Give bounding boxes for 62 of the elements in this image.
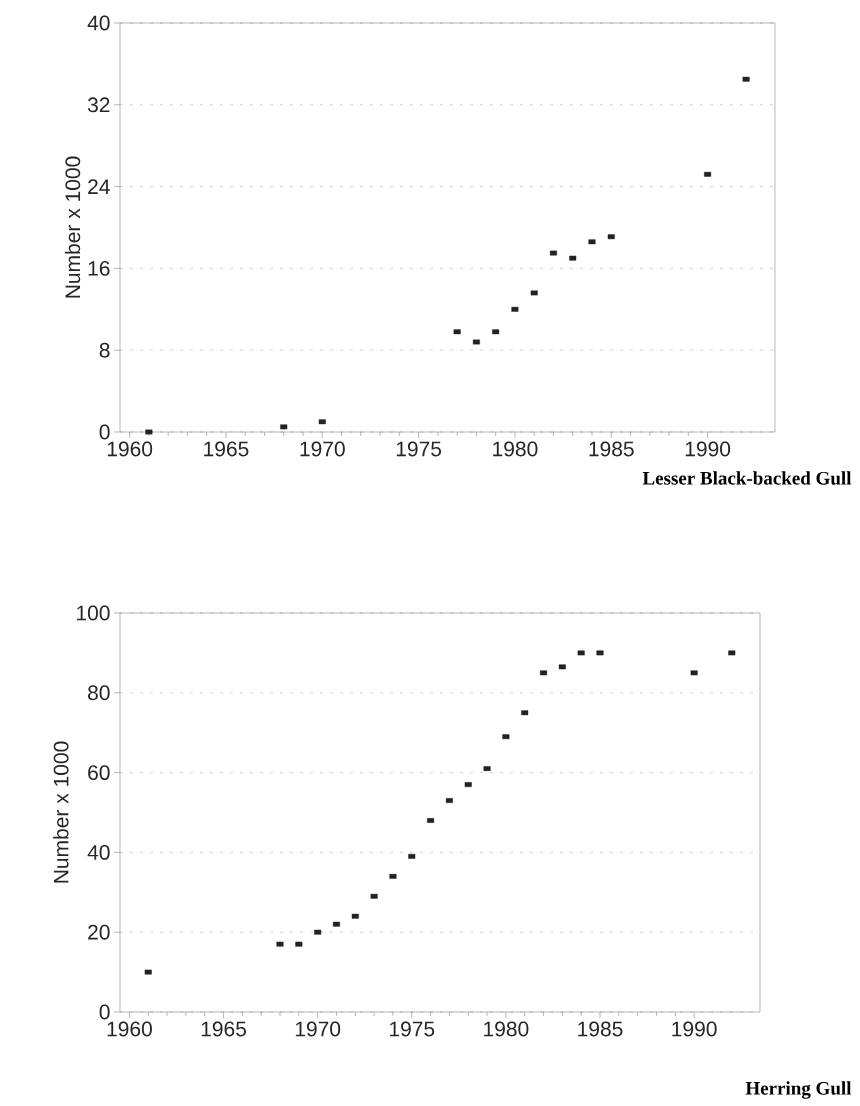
text: Lesser Black-backed Gull <box>642 471 852 485</box>
point <box>577 650 585 656</box>
point <box>145 429 153 435</box>
y-tick-label: 0 <box>99 424 110 440</box>
point <box>389 873 397 879</box>
point <box>408 853 416 859</box>
point <box>502 734 510 740</box>
y-tick-label: 40 <box>87 15 110 31</box>
x-tick-label: 1980 <box>484 1021 529 1037</box>
y-tick-label: 16 <box>88 260 110 276</box>
point <box>540 670 548 676</box>
y-tick-label: 80 <box>88 685 110 701</box>
point <box>144 969 152 975</box>
x-tick-label: 1975 <box>390 1021 435 1037</box>
point <box>558 664 566 670</box>
point <box>472 339 480 345</box>
x-tick-label: 1960 <box>107 441 153 457</box>
point <box>521 710 529 716</box>
point <box>295 941 303 947</box>
y-tick-label: 20 <box>88 924 110 940</box>
y-tick-label: 0 <box>99 1004 110 1020</box>
point <box>607 234 615 240</box>
point <box>280 424 288 430</box>
x-tick-label: 1985 <box>578 1021 623 1037</box>
x-tick-label: 1990 <box>672 1021 717 1037</box>
point <box>530 290 538 296</box>
point <box>453 329 461 335</box>
point <box>728 650 736 656</box>
point <box>549 250 557 256</box>
y-tick-label: 60 <box>88 765 110 781</box>
point <box>276 941 284 947</box>
point <box>351 913 359 919</box>
x-tick-label: 1980 <box>493 441 538 457</box>
y-tick-label: 8 <box>99 342 110 358</box>
point <box>742 76 750 82</box>
point <box>569 255 577 261</box>
x-tick-label: 1975 <box>396 441 442 457</box>
y-axis-title: Number x 1000 <box>53 741 69 883</box>
y-tick-label: 24 <box>88 179 110 194</box>
point <box>511 306 519 312</box>
point <box>318 419 326 425</box>
point <box>690 670 698 676</box>
x-tick-label: 1965 <box>204 441 249 457</box>
x-tick-label: 1960 <box>107 1021 152 1037</box>
point <box>588 239 596 245</box>
point <box>596 650 604 656</box>
point <box>332 921 340 927</box>
x-tick-label: 1970 <box>295 1021 341 1037</box>
x-tick-label: 1985 <box>589 441 634 457</box>
x-tick-label: 1965 <box>201 1021 246 1037</box>
y-tick-label: 32 <box>87 97 110 113</box>
y-axis-title: Number x 1000 <box>64 156 81 298</box>
y-tick-label: 40 <box>87 844 110 860</box>
text: Herring Gull <box>745 1081 852 1099</box>
point <box>704 171 712 177</box>
x-tick-label: 1970 <box>300 441 345 457</box>
point <box>314 929 322 935</box>
x-tick-label: 1990 <box>685 441 731 457</box>
y-tick-label: 100 <box>77 605 110 621</box>
point <box>492 329 500 335</box>
point <box>370 893 378 899</box>
point <box>483 766 491 772</box>
